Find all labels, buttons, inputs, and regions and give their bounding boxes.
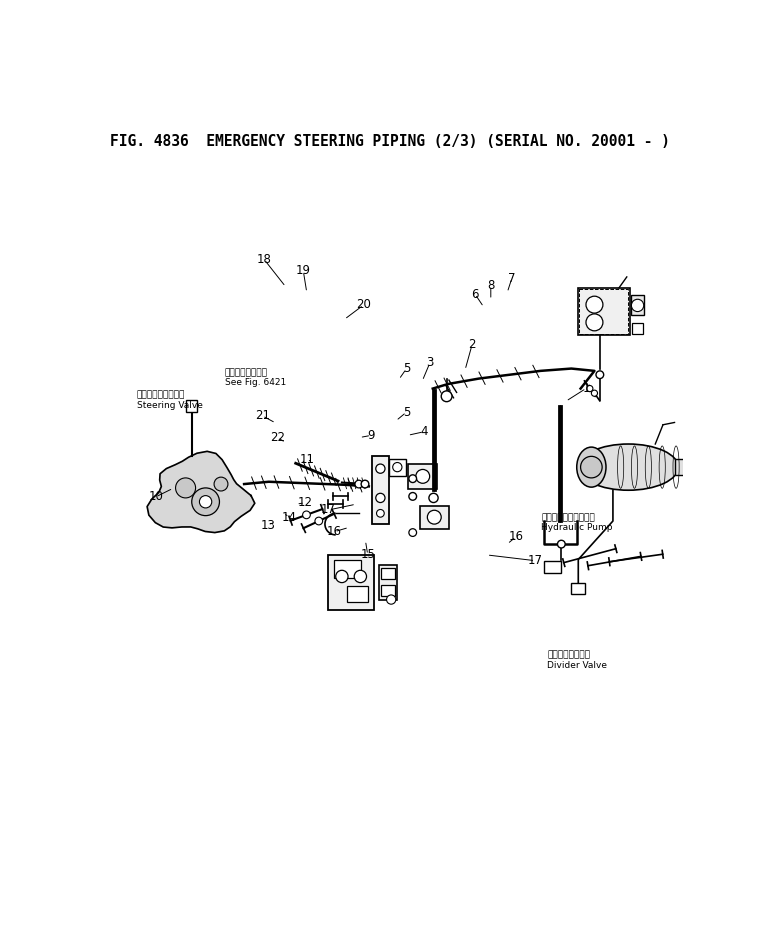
Circle shape [558,540,565,548]
Text: 15: 15 [360,549,375,562]
Text: ステアリングバルブ: ステアリングバルブ [137,391,185,400]
Circle shape [581,456,602,478]
Text: 4: 4 [420,425,428,439]
Text: 19: 19 [296,264,310,278]
Text: 9: 9 [368,429,375,442]
Text: 5: 5 [403,406,410,419]
Text: 2: 2 [468,338,476,351]
Text: Steering Valve: Steering Valve [137,401,202,409]
Bar [381,584,395,596]
Text: 10: 10 [148,490,163,503]
Text: ハイドロリックポンプ: ハイドロリックポンプ [541,513,595,522]
Text: 16: 16 [508,531,524,543]
Circle shape [409,492,416,501]
Circle shape [409,529,416,536]
Bar [372,456,389,524]
Bar [572,583,585,594]
Bar [419,505,449,529]
Text: ディバイダバルブ: ディバイダバルブ [547,650,590,660]
Polygon shape [147,452,255,533]
Bar [334,560,361,578]
Text: 18: 18 [256,253,272,265]
Circle shape [303,511,310,518]
Text: 17: 17 [528,554,543,567]
Bar [346,586,368,602]
Text: Divider Valve: Divider Valve [547,661,607,670]
Text: 22: 22 [270,431,285,444]
Bar [408,464,438,488]
Circle shape [315,518,323,525]
Circle shape [355,480,363,488]
Circle shape [596,371,603,378]
Circle shape [586,296,603,313]
Text: 6: 6 [471,288,479,300]
Circle shape [587,386,593,391]
Bar [544,561,562,573]
Circle shape [336,570,348,582]
Circle shape [377,509,384,518]
Text: 第６４２１図参照: 第６４２１図参照 [224,368,268,377]
Text: 16: 16 [326,525,342,538]
Circle shape [591,391,597,396]
Bar [186,400,197,412]
Bar [632,295,644,315]
Bar [675,459,693,475]
Ellipse shape [577,447,606,487]
Text: 13: 13 [261,519,275,533]
Bar [579,289,629,334]
Circle shape [214,477,228,491]
Text: 12: 12 [298,496,313,509]
Bar [381,567,395,579]
Circle shape [409,475,416,483]
Circle shape [361,480,369,488]
Text: 5: 5 [403,362,410,375]
Circle shape [441,391,452,402]
Circle shape [354,570,367,582]
Circle shape [176,478,196,498]
Text: FIG. 4836  EMERGENCY STEERING PIPING (2/3) (SERIAL NO. 20001 - ): FIG. 4836 EMERGENCY STEERING PIPING (2/3… [110,135,670,150]
Text: 20: 20 [356,298,371,311]
Text: Hydraulic Pump: Hydraulic Pump [541,523,613,532]
Text: 7: 7 [508,272,516,284]
Circle shape [586,314,603,331]
Text: See Fig. 6421: See Fig. 6421 [224,378,286,387]
Circle shape [429,493,438,502]
Bar [379,566,397,600]
Circle shape [428,510,441,524]
Bar [328,555,374,611]
Circle shape [416,470,430,484]
Bar [578,288,630,335]
Bar [389,458,406,475]
Bar [632,323,643,334]
Circle shape [376,464,385,473]
Text: 8: 8 [487,279,495,292]
Circle shape [192,488,219,516]
Text: 14: 14 [282,511,297,524]
Text: 21: 21 [255,409,269,423]
Circle shape [376,493,385,502]
Circle shape [632,299,644,311]
Circle shape [393,462,402,471]
Text: 3: 3 [426,357,434,370]
Text: 17: 17 [321,503,336,517]
Ellipse shape [578,444,678,490]
Circle shape [387,595,396,604]
Text: 1: 1 [583,382,590,395]
Text: 11: 11 [299,453,314,466]
Circle shape [199,496,212,508]
